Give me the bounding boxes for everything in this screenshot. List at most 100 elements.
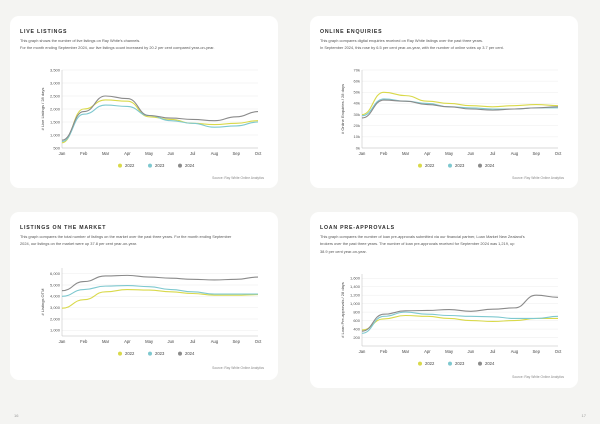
card-online-enquiries: Online Enquiries This graph compares dig… <box>310 16 578 188</box>
x-tick-label: Jan <box>359 349 366 354</box>
x-tick-label: Mar <box>402 349 410 354</box>
card-loan-pre-approvals: Loan Pre-Approvals This graph compares t… <box>310 212 578 388</box>
chart-live-listings: 500 1,000 1,500 2,000 2,500 3,000 3,500 Jan Feb M… <box>10 60 278 178</box>
page-number-right: 17 <box>581 413 586 418</box>
section-title: Loan Pre-Approvals <box>320 225 395 231</box>
section-title: Live Listings <box>20 29 68 35</box>
legend-label: 2022 <box>125 351 135 356</box>
legend-marker-2024 <box>178 351 182 356</box>
legend-marker-2022 <box>118 351 122 356</box>
legend-marker-2022 <box>418 361 422 366</box>
series-line-2022 <box>361 314 558 331</box>
x-tick-label: Aug <box>511 349 519 354</box>
y-tick-label: 2,000 <box>50 316 61 321</box>
chart-listings-on-market: 1,000 2,000 3,000 4,000 5,000 6,000 Jan Feb Mar A… <box>10 258 278 366</box>
section-desc-line: 2024, our listings on the market were up… <box>20 241 137 247</box>
y-tick-label: 1,000 <box>350 301 361 306</box>
x-tick-label: May <box>145 339 154 344</box>
x-tick-label: Feb <box>380 349 388 354</box>
series-line-2024 <box>361 99 559 119</box>
section-title: Online Enquiries <box>320 29 383 35</box>
x-tick-label: Jun <box>468 349 475 354</box>
x-tick-label: May <box>445 151 454 156</box>
legend-label: 2022 <box>425 163 435 168</box>
y-tick-label: 2,000 <box>50 106 61 111</box>
legend-label: 2023 <box>155 163 165 168</box>
x-tick-label: Jan <box>59 339 66 344</box>
legend-marker-2024 <box>178 163 182 168</box>
x-tick-label: Oct <box>255 151 262 156</box>
section-desc-line: This graph compares the number of loan p… <box>320 234 525 239</box>
chart-loan-pre-approvals: 200 400 600 800 1,000 1,200 1,400 1,600 Jan Feb Ma… <box>310 264 578 376</box>
source-note: Source: Ray White Online Analytics <box>212 366 264 370</box>
x-tick-label: Apr <box>124 339 131 344</box>
legend-marker-2022 <box>418 163 422 168</box>
y-tick-label: 200 <box>353 335 360 340</box>
y-tick-label: 4,000 <box>50 294 61 299</box>
y-tick-label: 1,200 <box>350 292 361 297</box>
legend-marker-2023 <box>148 163 152 168</box>
chart-svg: 200 400 600 800 1,000 1,200 1,400 1,600 Jan Feb Ma… <box>340 274 562 366</box>
section-desc-line: This graph compares the total number of … <box>20 234 232 239</box>
x-tick-label: Feb <box>80 339 88 344</box>
section-desc-line: 38.9 per cent year-on-year. <box>320 248 367 254</box>
y-tick-label: 5,000 <box>50 282 61 287</box>
source-note: Source: Ray White Online Analytics <box>512 375 564 379</box>
x-tick-label: Apr <box>424 349 431 354</box>
series-line-2023 <box>361 311 559 334</box>
series-line-2023 <box>61 285 258 297</box>
y-tick-label: 1,000 <box>50 132 61 137</box>
y-tick-label: 20k <box>354 123 360 128</box>
y-tick-label: 70k <box>354 67 360 72</box>
y-tick-label: 6,000 <box>50 271 61 276</box>
x-tick-label: Jan <box>359 151 366 156</box>
legend-marker-2024 <box>478 361 482 366</box>
legend-label: 2024 <box>485 163 495 168</box>
legend-marker-2023 <box>448 361 452 366</box>
y-axis-label: # Live Listings / 28 days <box>40 88 45 131</box>
series-line-2024 <box>361 294 559 332</box>
section-desc-line: In September 2024, this rose by 6.5 per … <box>320 45 504 51</box>
source-note: Source: Ray White Online Analytics <box>212 176 264 180</box>
y-tick-label: 1,500 <box>50 119 61 124</box>
legend-label: 2023 <box>455 361 465 366</box>
x-tick-label: Jun <box>168 151 175 156</box>
section-desc-line: For the month ending September 2024, our… <box>20 45 215 51</box>
series-line-2022 <box>61 99 259 144</box>
y-tick-label: 600 <box>353 318 360 323</box>
legend-marker-2024 <box>478 163 482 168</box>
legend-marker-2022 <box>118 163 122 168</box>
x-tick-label: Oct <box>555 151 562 156</box>
x-tick-label: Sep <box>232 151 240 156</box>
legend-marker-2023 <box>448 163 452 168</box>
x-tick-label: Jul <box>190 151 195 156</box>
x-tick-label: Aug <box>211 339 219 344</box>
y-tick-label: 40k <box>354 101 360 106</box>
legend-label: 2022 <box>425 361 435 366</box>
y-tick-label: 10k <box>354 134 360 139</box>
x-tick-label: Jan <box>59 151 66 156</box>
x-tick-label: May <box>145 151 154 156</box>
x-tick-label: Jul <box>190 339 195 344</box>
y-tick-label: 3,500 <box>50 67 61 72</box>
y-axis-label: # Loan Pre-approvals / 28 days <box>340 282 345 338</box>
legend-label: 2024 <box>185 351 195 356</box>
y-tick-label: 3,000 <box>50 305 61 310</box>
y-tick-label: 2,500 <box>50 93 61 98</box>
x-tick-label: Sep <box>532 151 540 156</box>
x-tick-label: May <box>445 349 454 354</box>
chart-svg: 0k 10k 20k 30k 40k 50k 60k 70k Jan Feb Mar Apr May Ju… <box>340 67 562 168</box>
series-line-2023 <box>61 104 259 143</box>
y-tick-label: 30k <box>354 112 360 117</box>
page-number-left: 16 <box>14 413 19 418</box>
y-tick-label: 3,000 <box>50 80 61 85</box>
x-tick-label: Aug <box>211 151 219 156</box>
y-tick-label: 50k <box>354 90 360 95</box>
series-line-2022 <box>361 91 559 116</box>
legend-marker-2023 <box>148 351 152 356</box>
x-tick-label: Jun <box>168 339 175 344</box>
chart-svg: 1,000 2,000 3,000 4,000 5,000 6,000 Jan Feb Mar A… <box>40 268 262 356</box>
section-title: Listings on the Market <box>20 225 107 231</box>
x-tick-label: Apr <box>124 151 131 156</box>
x-tick-label: Feb <box>80 151 88 156</box>
